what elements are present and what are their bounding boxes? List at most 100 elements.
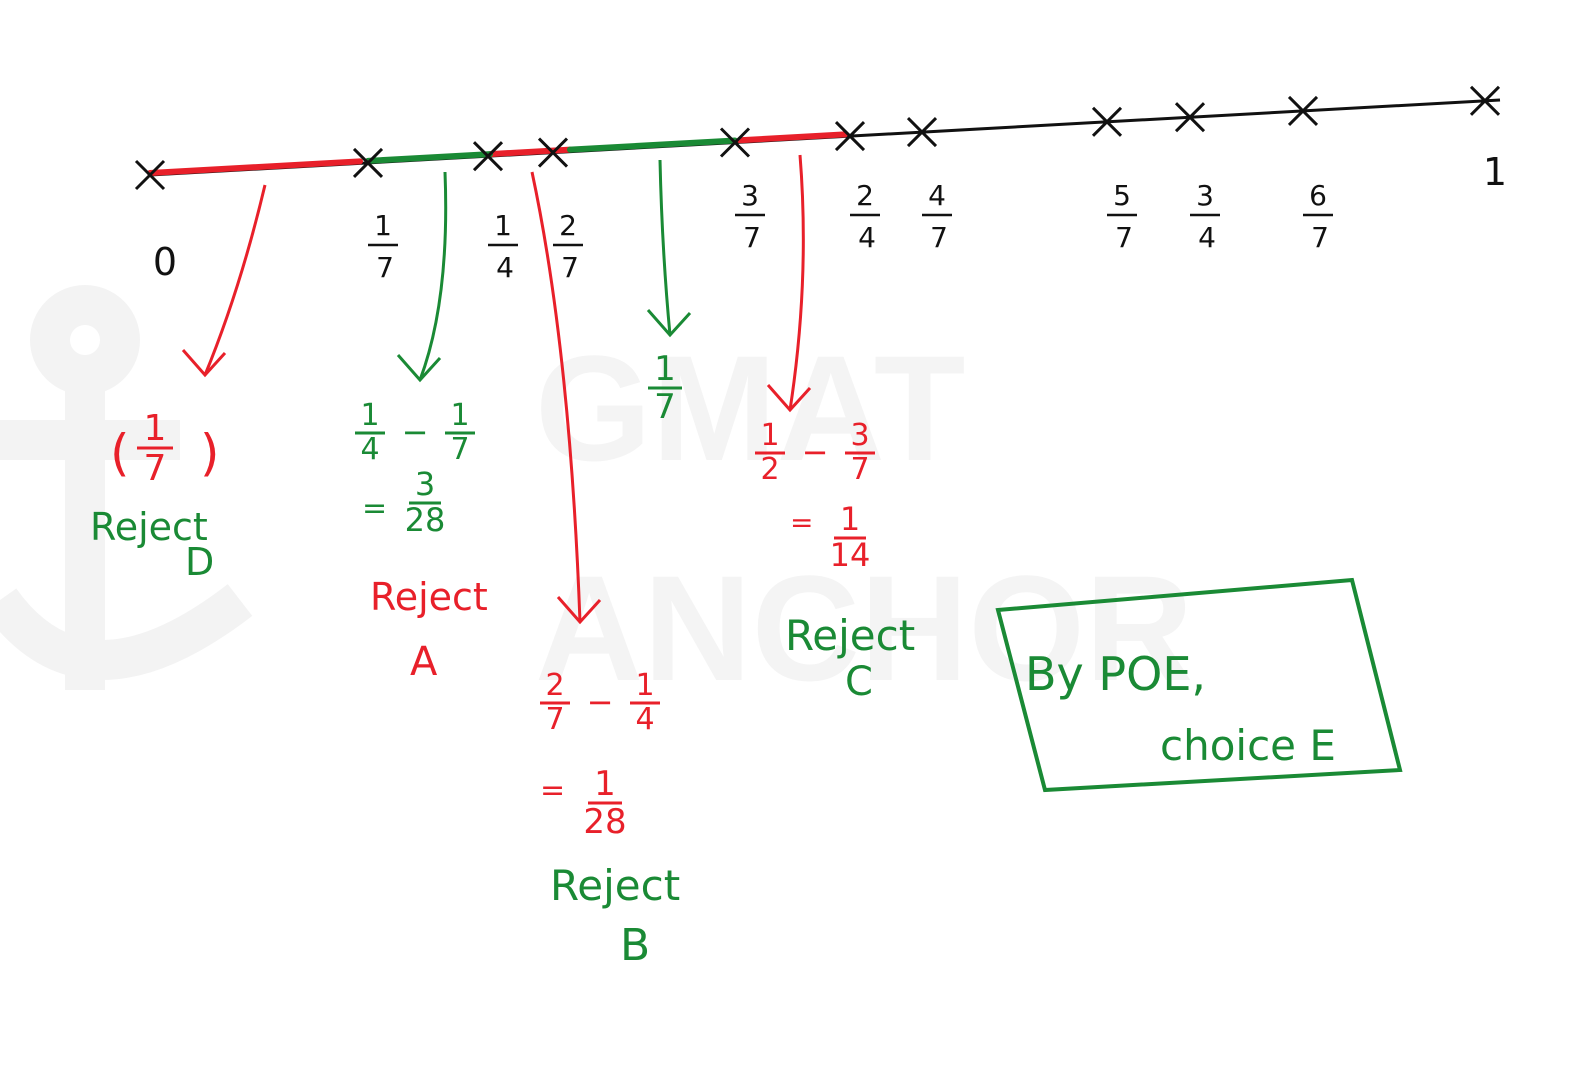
value-gap: 17 xyxy=(648,349,682,427)
denominator: 7 xyxy=(654,387,676,427)
tick-label-denominator: 7 xyxy=(1115,221,1133,254)
tick-label-denominator: 4 xyxy=(1198,221,1216,254)
numerator: 1 xyxy=(635,668,654,703)
tick-label-numerator: 3 xyxy=(741,179,759,212)
tick-x-mark-icon xyxy=(134,159,166,191)
numerator: 1 xyxy=(594,764,616,804)
watermark-line-2: ANCHOR xyxy=(535,544,1193,712)
equals-sign: = xyxy=(362,491,387,526)
tick-label-numerator: 4 xyxy=(928,179,946,212)
result-c: 114 xyxy=(830,500,871,574)
denominator: 14 xyxy=(830,536,871,574)
arrow-to-a xyxy=(396,171,448,383)
rejected-segment xyxy=(147,158,363,176)
tick-x-mark-icon xyxy=(1174,102,1206,133)
tick-label: 14 xyxy=(488,209,518,284)
numerator: 2 xyxy=(545,668,564,703)
anchor-logo-icon xyxy=(0,285,253,690)
conclusion-line-2: choice E xyxy=(1160,721,1336,770)
tick-label: 67 xyxy=(1303,179,1333,254)
choice-c-label: C xyxy=(845,659,873,705)
minus-sign: − xyxy=(402,413,429,451)
tick-label-value: 1 xyxy=(1483,150,1507,194)
numerator: 1 xyxy=(654,349,676,389)
minus-sign: − xyxy=(802,433,829,471)
arrow-to-b xyxy=(530,171,602,625)
calc-left: 14 xyxy=(355,398,385,467)
tick-label-denominator: 7 xyxy=(561,251,579,284)
tick-label-numerator: 1 xyxy=(494,209,512,242)
tick-x-mark-icon xyxy=(352,147,384,178)
conclusion-line-1: By POE, xyxy=(1025,647,1206,701)
tick-x-mark-icon xyxy=(906,117,938,148)
value-d: 17 xyxy=(137,408,173,489)
denominator: 28 xyxy=(583,802,626,842)
tick-x-mark-icon xyxy=(719,127,751,158)
arrowhead-icon xyxy=(181,349,227,378)
tick-label-denominator: 7 xyxy=(930,221,948,254)
tick-x-mark-icon xyxy=(537,137,569,168)
reject-d-label: Reject xyxy=(90,505,208,549)
numerator: 3 xyxy=(415,465,435,503)
watermark: GMAT ANCHOR xyxy=(0,285,1193,712)
choice-d-label: D xyxy=(185,540,214,584)
numerator: 1 xyxy=(840,500,860,538)
tick-label: 37 xyxy=(735,179,765,254)
tick-label: 57 xyxy=(1107,179,1137,254)
calc-right: 37 xyxy=(845,418,875,487)
denominator: 2 xyxy=(760,452,779,487)
tick-label: 27 xyxy=(553,209,583,284)
arrow-to-c xyxy=(766,154,812,413)
numerator: 1 xyxy=(450,398,469,433)
rejected-segment xyxy=(737,131,848,144)
tick-label: 47 xyxy=(922,179,952,254)
tick-label-numerator: 2 xyxy=(856,179,874,212)
minus-sign: − xyxy=(587,683,614,721)
numerator: 1 xyxy=(144,408,167,449)
result-b: 128 xyxy=(583,764,626,842)
tick-label: 24 xyxy=(850,179,880,254)
tick-label-denominator: 4 xyxy=(496,251,514,284)
close-paren: ) xyxy=(200,424,220,482)
reject-a-label: Reject xyxy=(370,575,488,619)
tick-label: 0 xyxy=(153,240,177,284)
tick-label-denominator: 4 xyxy=(858,221,876,254)
tick-label-numerator: 1 xyxy=(374,209,392,242)
arrowhead-icon xyxy=(646,309,692,338)
open-paren: ( xyxy=(110,424,130,482)
numerator: 3 xyxy=(850,418,869,453)
conclusion-box: By POE, choice E xyxy=(995,577,1403,793)
denominator: 7 xyxy=(144,448,167,489)
tick-x-mark-icon xyxy=(1469,85,1501,116)
tick-label: 17 xyxy=(368,209,398,284)
calc-left: 12 xyxy=(755,418,785,487)
choice-b-label: B xyxy=(620,920,650,971)
tick-label: 34 xyxy=(1190,179,1220,254)
tick-label-numerator: 6 xyxy=(1309,179,1327,212)
numerator: 1 xyxy=(360,398,379,433)
equals-sign: = xyxy=(790,506,813,539)
tick-x-mark-icon xyxy=(1287,95,1319,127)
conclusion-box-border xyxy=(995,577,1403,793)
arrow-to-gap xyxy=(646,159,692,338)
arrow-to-d xyxy=(181,184,267,378)
tick-label-numerator: 3 xyxy=(1196,179,1214,212)
tick-label-numerator: 2 xyxy=(559,209,577,242)
arrowhead-icon xyxy=(556,596,602,625)
tick-x-mark-icon xyxy=(1091,106,1123,137)
denominator: 4 xyxy=(635,702,654,737)
gap-segment xyxy=(567,137,738,153)
denominator: 7 xyxy=(545,702,564,737)
denominator: 7 xyxy=(450,432,469,467)
tick-x-mark-icon xyxy=(834,121,866,152)
tick-label-denominator: 7 xyxy=(743,221,761,254)
watermark-line-1: GMAT xyxy=(535,324,965,492)
numerator: 1 xyxy=(760,418,779,453)
tick-label-numerator: 5 xyxy=(1113,179,1131,212)
calc-left: 27 xyxy=(540,668,570,737)
calc-right: 17 xyxy=(445,398,475,467)
calc-right: 14 xyxy=(630,668,660,737)
